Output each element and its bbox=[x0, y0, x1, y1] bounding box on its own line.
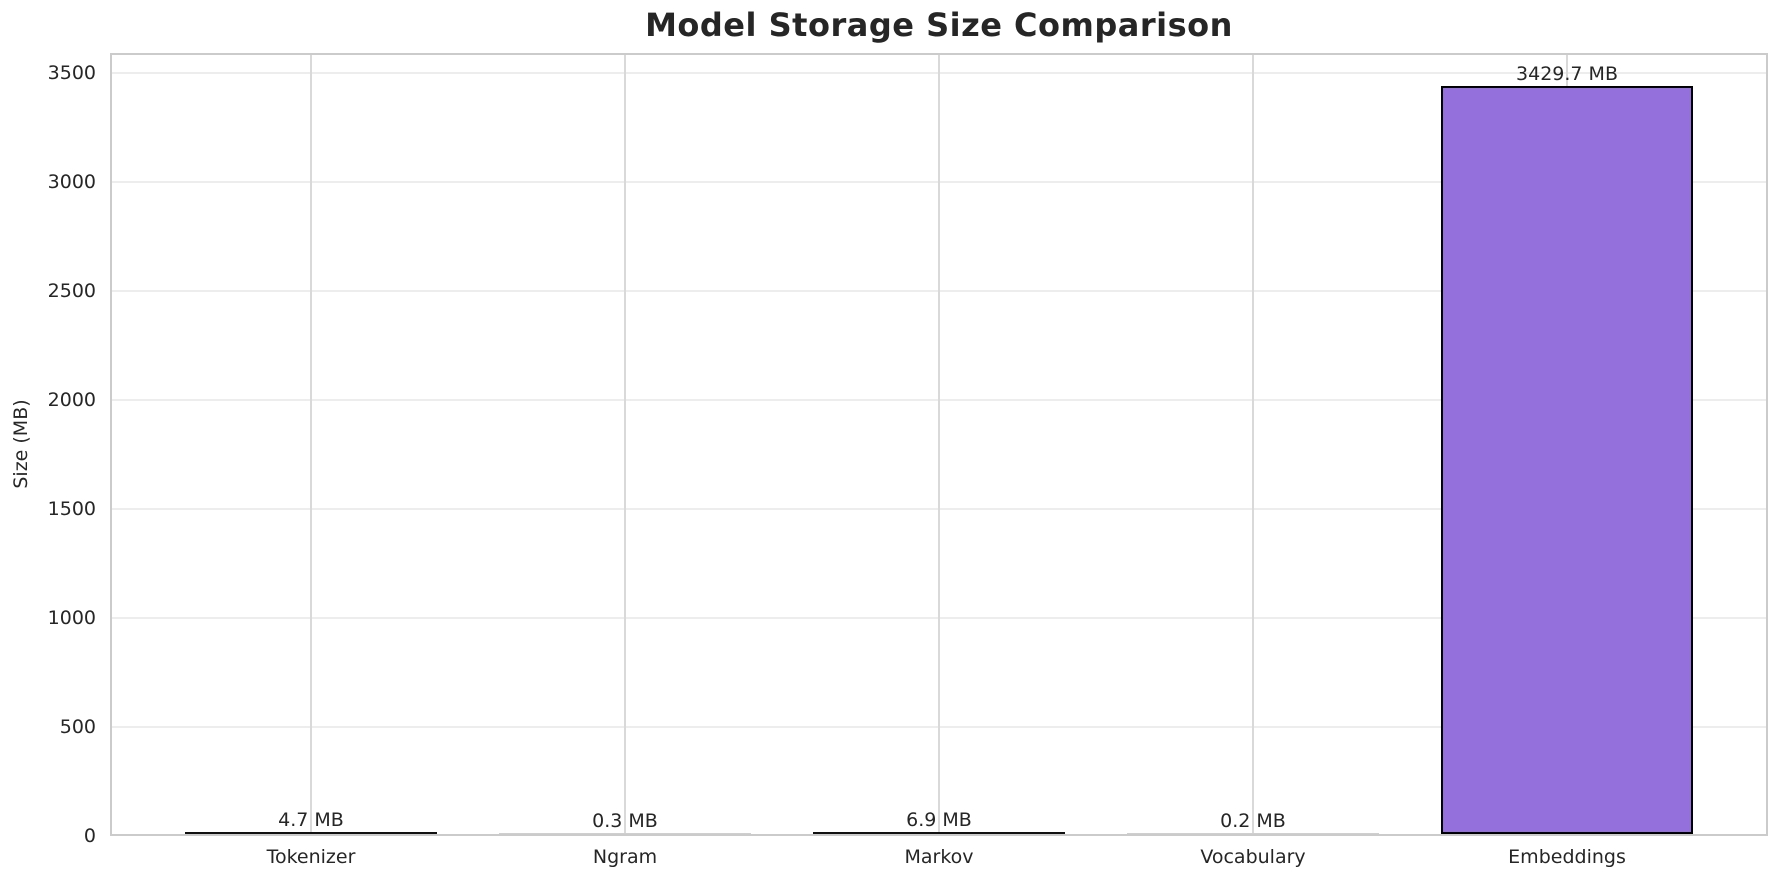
vertical-gridline bbox=[309, 55, 312, 834]
y-tick-label: 500 bbox=[59, 716, 96, 738]
y-tick-label: 2500 bbox=[47, 280, 96, 303]
bar-value-label: 0.3 MB bbox=[592, 809, 658, 832]
bar-ngram bbox=[499, 832, 751, 834]
y-tick-label: 1500 bbox=[47, 498, 96, 521]
plot-area bbox=[110, 53, 1768, 836]
bar-markov bbox=[813, 832, 1065, 834]
bar-vocabulary bbox=[1127, 832, 1379, 834]
vertical-gridline bbox=[938, 55, 940, 834]
y-tick-label: 2000 bbox=[47, 389, 96, 412]
vertical-gridline bbox=[1252, 55, 1254, 834]
bar-value-label: 4.7 MB bbox=[278, 809, 344, 831]
bar-value-label: 3429.7 MB bbox=[1516, 63, 1618, 86]
x-tick-label: Markov bbox=[904, 846, 974, 868]
bar-tokenizer bbox=[185, 832, 437, 834]
chart-title: Model Storage Size Comparison bbox=[645, 6, 1233, 44]
y-tick-label: 1000 bbox=[47, 607, 96, 629]
x-tick-label: Tokenizer bbox=[266, 846, 356, 868]
vertical-gridline bbox=[623, 55, 626, 834]
y-tick-label: 0 bbox=[83, 825, 96, 847]
bar-embeddings bbox=[1441, 86, 1693, 834]
bar-value-label: 0.2 MB bbox=[1220, 809, 1286, 832]
y-tick-label: 3000 bbox=[47, 171, 96, 194]
x-tick-label: Vocabulary bbox=[1200, 846, 1306, 868]
x-tick-label: Embeddings bbox=[1508, 846, 1626, 868]
y-axis-label: Size (MB) bbox=[10, 399, 32, 489]
y-tick-label: 3500 bbox=[47, 62, 96, 85]
x-tick-label: Ngram bbox=[592, 846, 658, 868]
bar-value-label: 6.9 MB bbox=[906, 809, 972, 831]
